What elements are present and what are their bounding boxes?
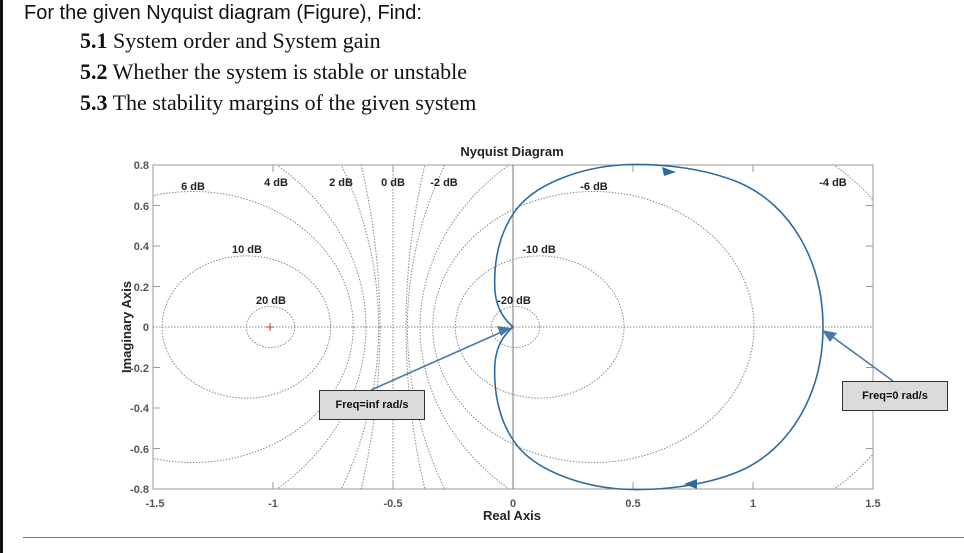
question-title: For the given Nyquist diagram (Figure), … xyxy=(24,2,422,24)
svg-text:-0.2: -0.2 xyxy=(130,363,149,375)
freq-inf-arrowhead xyxy=(497,326,511,336)
svg-text:-4 dB: -4 dB xyxy=(819,177,847,189)
svg-text:6 dB: 6 dB xyxy=(181,181,205,193)
y-axis-label: Imaginary Axis xyxy=(119,281,134,373)
bottom-divider xyxy=(23,537,964,538)
y-tick-labels: 0.8 0.6 0.4 0.2 0 -0.2 -0.4 -0.6 -0.8 xyxy=(130,160,150,496)
svg-text:-0.4: -0.4 xyxy=(130,403,150,415)
svg-text:-1: -1 xyxy=(268,498,278,510)
callout-freq-zero: Freq=0 rad/s xyxy=(842,381,948,411)
svg-text:-0.8: -0.8 xyxy=(130,484,149,496)
question-item-5-1: 5.1 System order and System gain xyxy=(80,28,381,53)
svg-text:0.6: 0.6 xyxy=(134,201,149,213)
question-item-5-2: 5.2 Whether the system is stable or unst… xyxy=(80,59,467,84)
svg-text:-0.6: -0.6 xyxy=(130,444,149,456)
svg-text:0.5: 0.5 xyxy=(625,498,640,510)
callout-freq-inf: Freq=inf rad/s xyxy=(319,390,425,420)
svg-text:0.8: 0.8 xyxy=(134,160,149,172)
svg-text:-6 dB: -6 dB xyxy=(580,181,608,193)
svg-text:0: 0 xyxy=(510,498,516,510)
svg-text:-0.5: -0.5 xyxy=(384,498,403,510)
svg-text:0: 0 xyxy=(143,322,149,334)
svg-text:-10 dB: -10 dB xyxy=(522,244,556,256)
svg-text:0.2: 0.2 xyxy=(134,282,149,294)
question-item-5-3: 5.3 The stability margins of the given s… xyxy=(80,90,477,115)
svg-text:10 dB: 10 dB xyxy=(232,244,262,256)
svg-text:20 dB: 20 dB xyxy=(256,295,286,307)
svg-text:1: 1 xyxy=(750,498,756,510)
svg-text:0.4: 0.4 xyxy=(134,241,150,253)
svg-text:-20 dB: -20 dB xyxy=(497,295,531,307)
x-tick-labels: -1.5 -1 -0.5 0 0.5 1 1.5 xyxy=(146,498,881,510)
svg-text:2 dB: 2 dB xyxy=(329,177,353,189)
freq-zero-pointer xyxy=(829,334,894,382)
svg-text:0 dB: 0 dB xyxy=(381,177,405,189)
x-axis-label: Real Axis xyxy=(483,508,541,523)
svg-text:1.5: 1.5 xyxy=(865,498,880,510)
critical-point-marker xyxy=(266,323,274,331)
svg-text:4 dB: 4 dB xyxy=(264,177,288,189)
m-circle-labels: 6 dB 4 dB 2 dB 0 dB -2 dB -4 dB -6 dB 10… xyxy=(181,177,847,307)
direction-arrow-bottom xyxy=(684,479,697,489)
svg-text:-2 dB: -2 dB xyxy=(430,177,458,189)
axis-ticks xyxy=(153,165,873,489)
direction-arrow-top xyxy=(662,167,676,176)
svg-text:-1.5: -1.5 xyxy=(146,498,165,510)
chart-title: Nyquist Diagram xyxy=(460,144,563,159)
freq-inf-pointer xyxy=(370,329,507,391)
left-border xyxy=(0,0,3,553)
freq-zero-arrowhead xyxy=(822,330,837,342)
